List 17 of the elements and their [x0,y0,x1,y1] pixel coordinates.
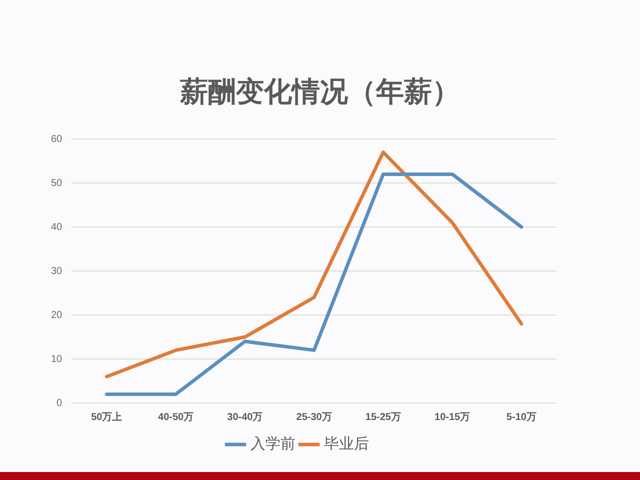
x-tick-label: 50万上 [91,410,122,423]
y-tick-label: 60 [51,134,63,145]
x-tick-label: 40-50万 [158,412,194,423]
y-tick-label: 10 [51,354,63,365]
chart-title: 薪酬变化情况（年薪） [180,76,460,107]
x-tick-label: 30-40万 [227,412,263,423]
legend-label: 毕业后 [324,436,369,453]
y-tick-label: 50 [51,178,63,189]
x-tick-label: 15-25万 [365,412,401,423]
x-tick-label: 10-15万 [434,412,470,423]
y-tick-label: 0 [56,398,63,409]
y-tick-label: 30 [51,266,63,277]
y-tick-label: 40 [51,222,63,233]
y-tick-label: 20 [51,310,63,321]
legend-label: 入学前 [250,436,296,453]
x-tick-label: 5-10万 [506,412,536,423]
x-tick-label: 25-30万 [296,412,332,423]
